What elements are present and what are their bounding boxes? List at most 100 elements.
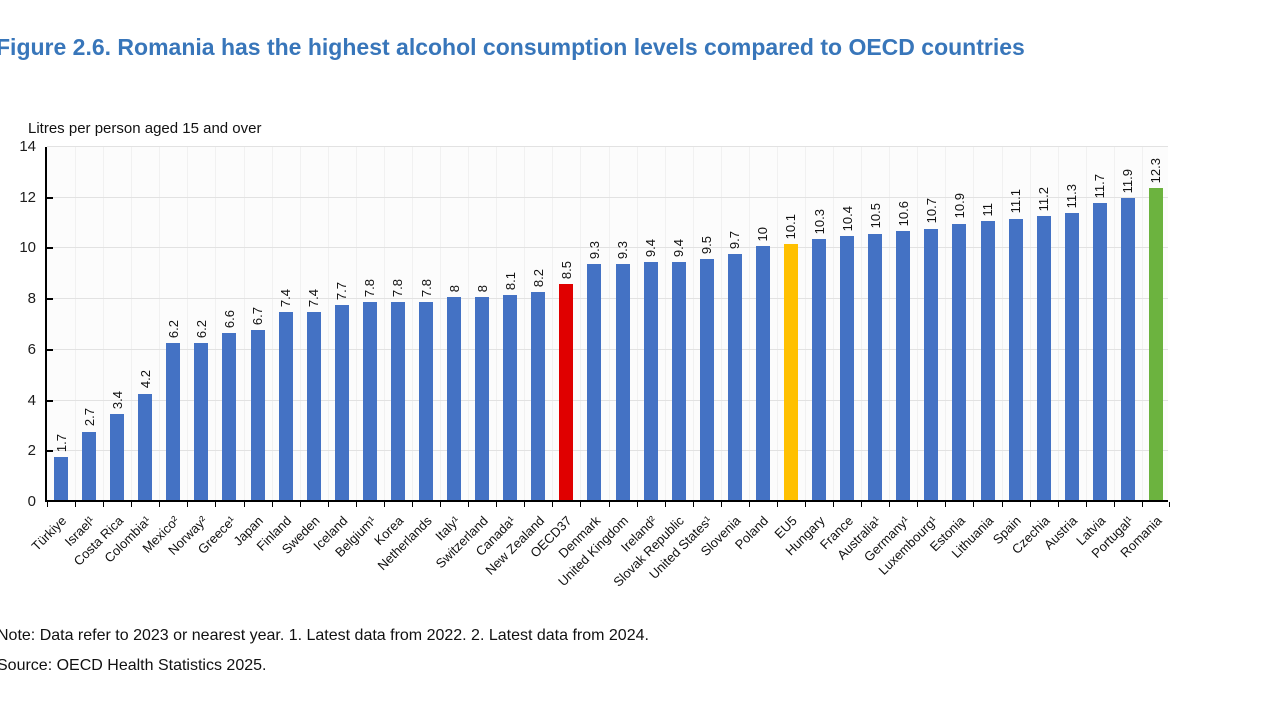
value-label: 9.3 bbox=[586, 241, 602, 260]
x-axis-tick bbox=[1113, 502, 1115, 507]
bar bbox=[783, 243, 798, 500]
value-label: 8.5 bbox=[558, 261, 574, 280]
value-label: 10.7 bbox=[923, 198, 939, 224]
bar bbox=[1064, 213, 1079, 500]
gridline-vertical bbox=[327, 147, 329, 500]
gridline-vertical bbox=[411, 147, 413, 500]
x-axis-tick bbox=[748, 502, 750, 507]
x-axis-tick bbox=[1057, 502, 1059, 507]
value-label: 8 bbox=[474, 284, 490, 293]
x-axis-tick bbox=[973, 502, 975, 507]
y-axis-tick-labels: 0 2 4 6 8 10 12 14 bbox=[0, 138, 38, 510]
gridline-vertical bbox=[355, 147, 357, 500]
x-axis-tick bbox=[524, 502, 526, 507]
gridline-horizontal bbox=[47, 298, 1168, 300]
gridline-vertical bbox=[1057, 147, 1059, 500]
x-axis-tick bbox=[1029, 502, 1031, 507]
gridline-vertical bbox=[440, 147, 442, 500]
y-axis-tick bbox=[47, 247, 53, 250]
value-label: 9.7 bbox=[727, 230, 743, 250]
bar bbox=[166, 342, 181, 500]
x-axis-tick bbox=[720, 502, 722, 507]
x-axis-tick bbox=[103, 502, 105, 507]
bar bbox=[1120, 198, 1135, 500]
gridline-vertical bbox=[776, 147, 778, 500]
bar bbox=[250, 330, 265, 500]
value-label: 9.3 bbox=[615, 241, 631, 260]
y-axis-tick bbox=[47, 298, 53, 301]
gridline-vertical bbox=[608, 147, 610, 500]
value-label: 7.8 bbox=[418, 279, 434, 298]
gridline-vertical bbox=[524, 147, 526, 500]
x-axis-tick bbox=[917, 502, 919, 507]
value-label: 10.1 bbox=[783, 213, 799, 239]
bar bbox=[643, 261, 658, 500]
gridline-vertical bbox=[945, 147, 947, 500]
gridline-vertical bbox=[271, 147, 273, 500]
gridline-vertical bbox=[299, 147, 301, 500]
x-axis-tick bbox=[833, 502, 835, 507]
x-axis-tick bbox=[327, 502, 329, 507]
value-label: 12.3 bbox=[1148, 157, 1164, 184]
value-label: 11.3 bbox=[1064, 184, 1080, 209]
bar bbox=[924, 228, 939, 500]
gridline-vertical bbox=[1001, 147, 1003, 500]
bar bbox=[1036, 216, 1051, 500]
bar bbox=[699, 259, 714, 500]
y-axis-tick bbox=[47, 196, 53, 199]
x-axis-tick bbox=[411, 502, 413, 507]
gridline-vertical bbox=[973, 147, 975, 500]
x-axis-tick bbox=[215, 502, 217, 507]
value-label: 8 bbox=[446, 284, 462, 293]
bar bbox=[447, 297, 462, 500]
x-axis-tick bbox=[608, 502, 610, 507]
gridline-vertical bbox=[468, 147, 470, 500]
value-label: 10.6 bbox=[895, 200, 911, 227]
bar bbox=[531, 292, 546, 500]
x-axis-tick bbox=[355, 502, 357, 507]
bar bbox=[840, 236, 855, 500]
gridline-vertical bbox=[496, 147, 498, 500]
gridline-horizontal bbox=[47, 196, 1168, 198]
y-axis-title: Litres per person aged 15 and over bbox=[28, 120, 262, 137]
plot-area: 1.7 2.7 3.4 4.2 6.2 6.2 6.6 6.7 7.4 7.4 7.7 7.8 7.8 7… bbox=[45, 146, 1170, 507]
value-label: 11.7 bbox=[1092, 173, 1108, 199]
gridline-vertical bbox=[552, 147, 554, 500]
bar bbox=[896, 231, 911, 500]
bar bbox=[82, 431, 97, 500]
bar bbox=[475, 297, 490, 500]
x-axis-tick bbox=[636, 502, 638, 507]
value-label: 10.3 bbox=[811, 208, 827, 234]
x-axis-tick bbox=[440, 502, 442, 507]
gridline-vertical bbox=[215, 147, 217, 500]
x-axis-tick bbox=[861, 502, 863, 507]
bar bbox=[952, 223, 967, 500]
value-label: 6.6 bbox=[221, 309, 237, 328]
value-label: 2.7 bbox=[81, 408, 97, 427]
x-axis-tick bbox=[805, 502, 807, 507]
x-axis-tick bbox=[1141, 502, 1143, 507]
x-axis-tick bbox=[496, 502, 498, 507]
gridline-vertical bbox=[748, 147, 750, 500]
x-axis-tick bbox=[945, 502, 947, 507]
x-axis-tick bbox=[889, 502, 891, 507]
bar bbox=[559, 284, 574, 500]
value-label: 8.2 bbox=[530, 269, 546, 288]
x-axis-tick bbox=[383, 502, 385, 507]
x-axis-tick bbox=[1169, 502, 1170, 507]
bar bbox=[306, 312, 321, 500]
gridline-vertical bbox=[889, 147, 891, 500]
bar bbox=[194, 342, 209, 500]
value-label: 10 bbox=[755, 226, 771, 242]
bar bbox=[503, 294, 518, 500]
bar bbox=[727, 254, 742, 500]
gridline-vertical bbox=[159, 147, 161, 500]
value-label: 7.4 bbox=[278, 289, 294, 308]
value-label: 7.8 bbox=[362, 279, 378, 298]
gridline-vertical bbox=[103, 147, 105, 500]
value-label: 7.8 bbox=[390, 279, 406, 298]
bar bbox=[390, 302, 405, 500]
bar bbox=[671, 261, 686, 500]
y-axis-tick bbox=[47, 450, 53, 453]
gridline-horizontal bbox=[47, 450, 1168, 452]
